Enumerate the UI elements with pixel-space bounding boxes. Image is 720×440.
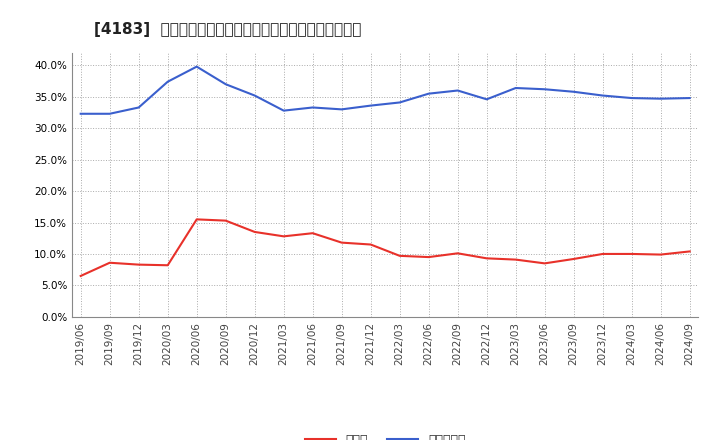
有利子負偄 [135,105,143,110]
現顀金 [511,257,520,262]
現顀金 [192,217,201,222]
有利子負偄 [598,93,607,98]
Text: [4183]  現顀金、有利子負偄の総資産に対する比率の推移: [4183] 現顀金、有利子負偄の総資産に対する比率の推移 [94,22,361,37]
現顀金 [570,257,578,262]
現顀金 [163,263,172,268]
現顀金 [685,249,694,254]
有利子負偄 [338,107,346,112]
有利子負偄 [105,111,114,117]
有利子負偄 [221,81,230,87]
有利子負偄 [511,85,520,91]
現顀金 [76,273,85,279]
有利子負偄 [657,96,665,101]
有利子負偄 [308,105,317,110]
現顀金 [627,251,636,257]
現顀金 [308,231,317,236]
有利子負偄 [685,95,694,101]
現顀金 [395,253,404,258]
現顀金 [541,261,549,266]
現顀金 [279,234,288,239]
現顀金 [338,240,346,245]
有利子負偄 [482,97,491,102]
Line: 有利子負偄: 有利子負偄 [81,66,690,114]
有利子負偄 [76,111,85,117]
有利子負偄 [251,93,259,98]
現顀金 [105,260,114,265]
Legend: 現顀金, 有利子負偄: 現顀金, 有利子負偄 [305,434,466,440]
Line: 現顀金: 現顀金 [81,220,690,276]
現顀金 [454,251,462,256]
現顀金 [221,218,230,223]
有利子負偄 [192,64,201,69]
有利子負偄 [163,79,172,84]
有利子負偄 [541,87,549,92]
有利子負偄 [279,108,288,113]
有利子負偄 [454,88,462,93]
現顀金 [424,254,433,260]
有利子負偄 [627,95,636,101]
現顀金 [482,256,491,261]
現顀金 [251,229,259,235]
有利子負偄 [570,89,578,95]
現顀金 [598,251,607,257]
現顀金 [366,242,375,247]
有利子負偄 [395,100,404,105]
有利子負偄 [424,91,433,96]
現顀金 [657,252,665,257]
現顀金 [135,262,143,267]
有利子負偄 [366,103,375,108]
